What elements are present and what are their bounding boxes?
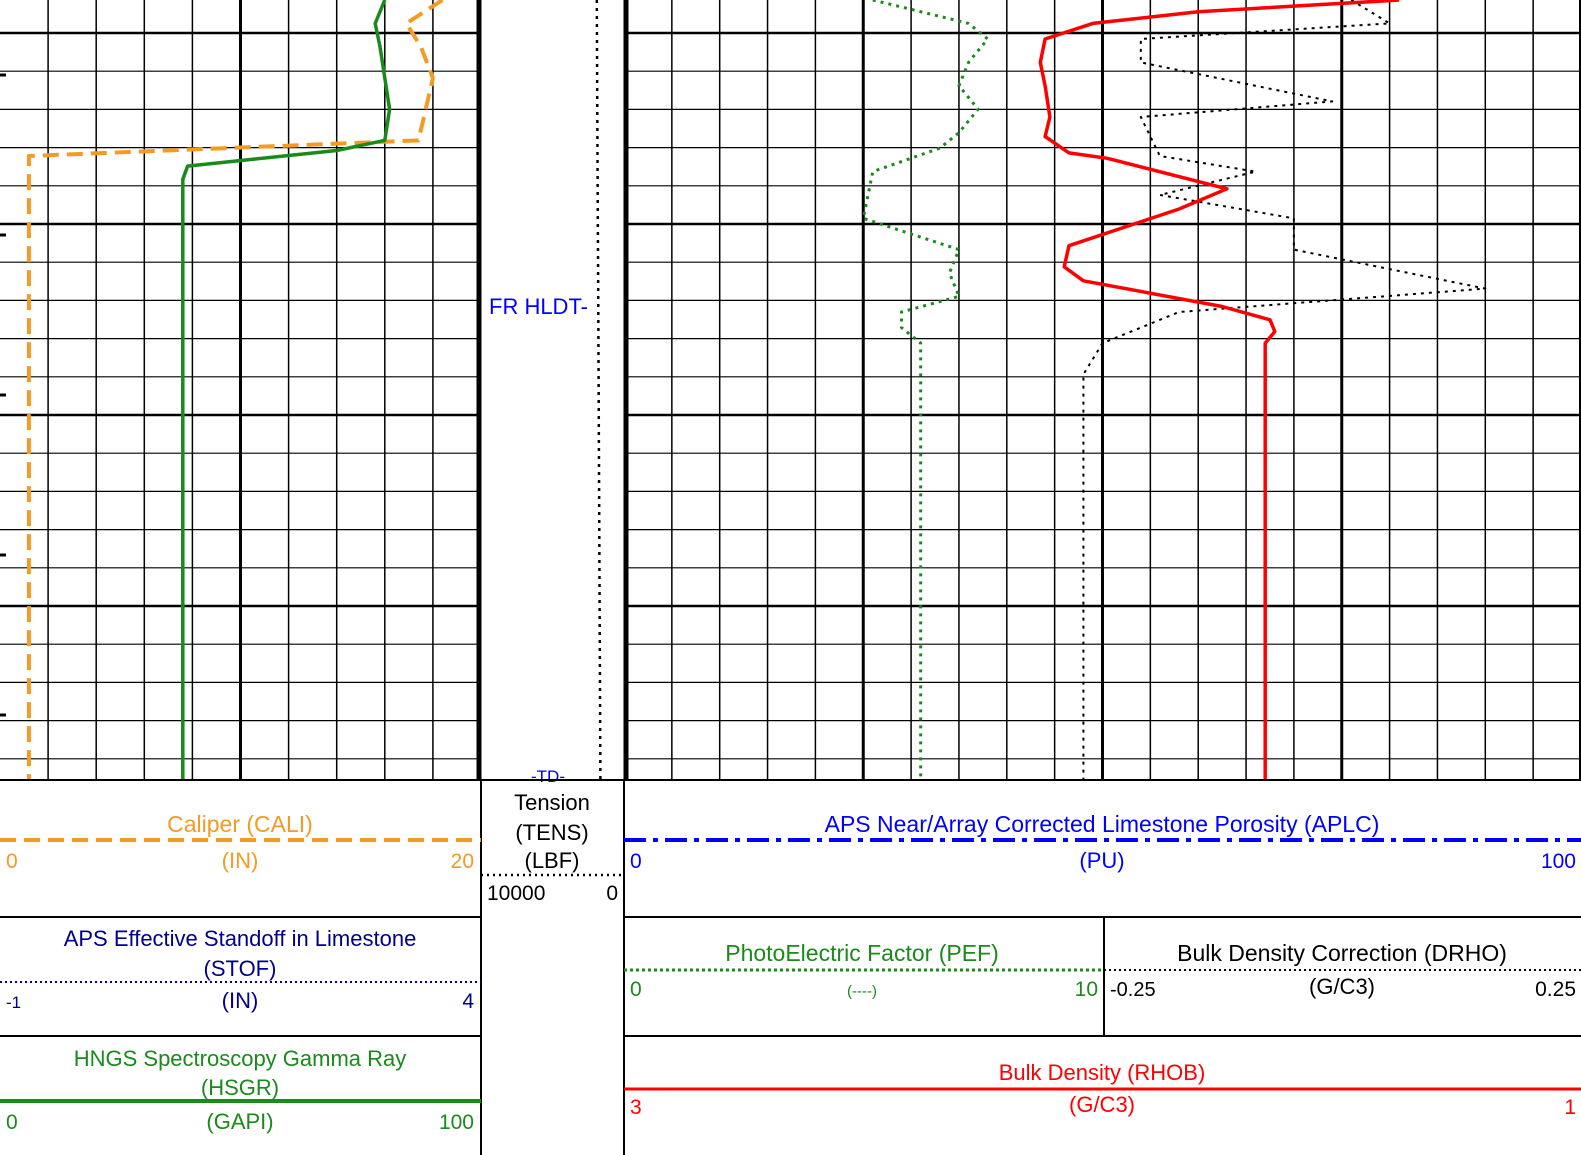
hsgr-unit: (GAPI): [206, 1109, 273, 1134]
tens-title2: (TENS): [515, 820, 588, 845]
tens-unit: (LBF): [525, 848, 580, 873]
pef-title: PhotoElectric Factor (PEF): [725, 940, 999, 966]
pef-unit: (----): [847, 983, 877, 1000]
tens-max: 0: [606, 882, 618, 905]
log-curves: [26, 0, 1487, 781]
hsgr-min: 0: [6, 1111, 18, 1134]
aplc-title: APS Near/Array Corrected Limestone Poros…: [825, 811, 1380, 837]
log-header: Caliper (CALI) 0 (IN) 20 Tension (TENS) …: [0, 779, 1581, 1155]
tens-min: 10000: [487, 882, 545, 905]
cali-unit: (IN): [222, 848, 259, 873]
drho-max: 0.25: [1535, 978, 1576, 1001]
cali-curve: [26, 0, 444, 780]
tens-curve: [595, 0, 602, 781]
stof-min: -1: [6, 993, 21, 1012]
drho-min: -0.25: [1110, 979, 1156, 1001]
aplc-min: 0: [630, 850, 642, 873]
fr-hldt-annotation: FR HLDT-: [489, 294, 588, 319]
hsgr-curve: [181, 0, 392, 780]
log-grid: [0, 0, 1581, 780]
tens-title: Tension: [514, 790, 590, 815]
rhob-unit: (G/C3): [1069, 1092, 1135, 1117]
drho-title: Bulk Density Correction (DRHO): [1177, 940, 1507, 966]
cali-max: 20: [451, 850, 474, 873]
td-annotation: -TD-: [531, 767, 565, 786]
aplc-unit: (PU): [1079, 848, 1124, 873]
rhob-title: Bulk Density (RHOB): [999, 1060, 1206, 1085]
stof-title2: (STOF): [204, 956, 277, 981]
hsgr-title: HNGS Spectroscopy Gamma Ray: [74, 1046, 407, 1071]
hsgr-max: 100: [439, 1111, 474, 1134]
drho-curve: [1082, 0, 1487, 780]
rhob-min: 3: [630, 1096, 642, 1119]
pef-curve: [861, 0, 990, 780]
cali-min: 0: [6, 850, 18, 873]
stof-unit: (IN): [222, 988, 259, 1013]
pef-max: 10: [1075, 978, 1098, 1001]
drho-unit: (G/C3): [1309, 974, 1375, 999]
cali-title: Caliper (CALI): [167, 811, 313, 837]
stof-max: 4: [462, 990, 474, 1013]
rhob-max: 1: [1564, 1096, 1576, 1119]
rhob-curve: [1038, 0, 1400, 780]
aplc-max: 100: [1541, 850, 1576, 873]
pef-min: 0: [630, 978, 642, 1001]
stof-title: APS Effective Standoff in Limestone: [64, 926, 417, 951]
hsgr-title2: (HSGR): [201, 1075, 279, 1100]
